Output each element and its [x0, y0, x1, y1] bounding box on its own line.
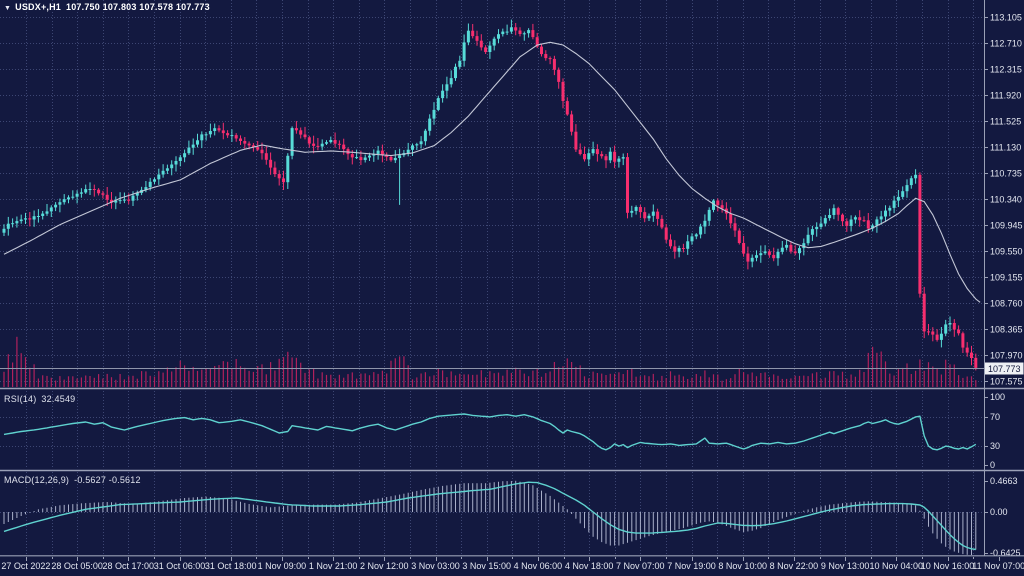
svg-text:70: 70 — [990, 412, 1000, 422]
rsi-line — [3, 413, 977, 451]
macd-signal-line — [3, 481, 976, 551]
svg-text:100: 100 — [990, 392, 1005, 402]
svg-text:3 Nov 03:00: 3 Nov 03:00 — [411, 561, 460, 571]
volume-bars — [3, 336, 977, 387]
svg-text:7 Nov 19:00: 7 Nov 19:00 — [667, 561, 716, 571]
svg-text:9 Nov 13:00: 9 Nov 13:00 — [821, 561, 870, 571]
macd-histogram — [3, 480, 977, 555]
symbol-dropdown-icon[interactable]: ▼ — [4, 5, 12, 12]
svg-text:0.00: 0.00 — [990, 507, 1008, 517]
svg-text:31 Oct 06:00: 31 Oct 06:00 — [154, 561, 206, 571]
svg-text:107.773: 107.773 — [988, 364, 1021, 374]
grid-lines — [0, 0, 983, 555]
svg-text:112.710: 112.710 — [990, 39, 1022, 49]
svg-text:109.945: 109.945 — [990, 221, 1023, 231]
svg-text:108.760: 108.760 — [990, 299, 1023, 309]
svg-text:111.920: 111.920 — [990, 91, 1021, 101]
svg-text:112.315: 112.315 — [990, 65, 1022, 75]
svg-text:0.4663: 0.4663 — [990, 476, 1018, 486]
svg-text:108.365: 108.365 — [990, 325, 1023, 335]
candles-layer — [2, 19, 978, 371]
svg-text:-0.6425: -0.6425 — [990, 548, 1021, 558]
svg-text:3 Nov 15:00: 3 Nov 15:00 — [462, 561, 511, 571]
svg-text:1 Nov 21:00: 1 Nov 21:00 — [309, 561, 358, 571]
current-price-tag: 107.773 — [984, 362, 1024, 375]
svg-text:109.155: 109.155 — [990, 273, 1023, 283]
svg-text:28 Oct 17:00: 28 Oct 17:00 — [103, 561, 155, 571]
svg-text:4 Nov 18:00: 4 Nov 18:00 — [565, 561, 614, 571]
svg-text:4 Nov 06:00: 4 Nov 06:00 — [514, 561, 563, 571]
svg-text:110.735: 110.735 — [990, 169, 1022, 179]
svg-text:11 Nov 07:00: 11 Nov 07:00 — [972, 561, 1024, 571]
svg-text:111.525: 111.525 — [990, 117, 1021, 127]
svg-text:1 Nov 09:00: 1 Nov 09:00 — [258, 561, 307, 571]
price-axis[interactable]: 113.105 112.710 112.315 111.920 111.525 111.1… — [984, 13, 1023, 387]
svg-text:31 Oct 18:00: 31 Oct 18:00 — [205, 561, 257, 571]
svg-text:10 Nov 16:00: 10 Nov 16:00 — [921, 561, 975, 571]
ma-line — [3, 41, 981, 303]
svg-text:109.550: 109.550 — [990, 247, 1023, 257]
svg-text:113.105: 113.105 — [990, 13, 1022, 23]
svg-text:30: 30 — [990, 441, 1000, 451]
panel-separators[interactable] — [0, 0, 1024, 557]
svg-text:7 Nov 07:00: 7 Nov 07:00 — [616, 561, 665, 571]
svg-text:107.575: 107.575 — [990, 377, 1023, 387]
svg-text:107.970: 107.970 — [990, 351, 1023, 361]
svg-text:28 Oct 05:00: 28 Oct 05:00 — [51, 561, 103, 571]
svg-text:0: 0 — [990, 460, 995, 470]
svg-text:111.130: 111.130 — [990, 143, 1021, 153]
svg-text:10 Nov 04:00: 10 Nov 04:00 — [870, 561, 924, 571]
svg-text:8 Nov 22:00: 8 Nov 22:00 — [770, 561, 819, 571]
time-axis[interactable]: 27 Oct 2022 28 Oct 05:00 28 Oct 17:00 31 Oc… — [1, 557, 1024, 571]
svg-text:8 Nov 10:00: 8 Nov 10:00 — [718, 561, 767, 571]
svg-text:27 Oct 2022: 27 Oct 2022 — [1, 561, 50, 571]
svg-text:110.340: 110.340 — [990, 195, 1022, 205]
svg-text:2 Nov 12:00: 2 Nov 12:00 — [360, 561, 409, 571]
